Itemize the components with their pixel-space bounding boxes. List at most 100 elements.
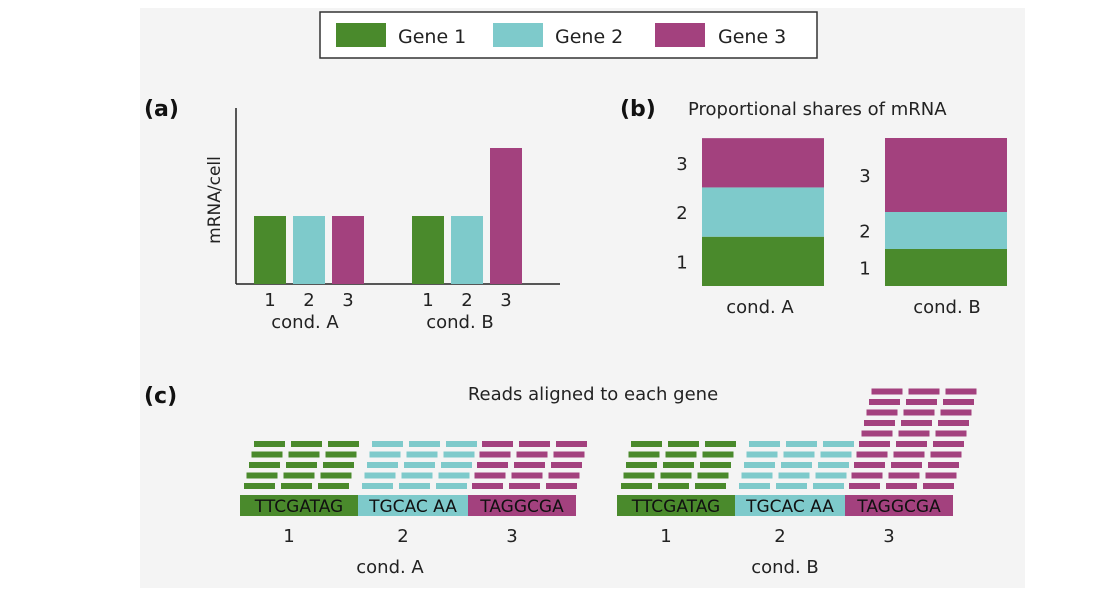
legend-swatch-gene-2 bbox=[493, 23, 543, 47]
read-cond-b-gene-1 bbox=[668, 441, 699, 447]
figure-canvas: Gene 1 Gene 2 Gene 3 (a) mRNA/cell 1 2 3 1 2… bbox=[144, 11, 1007, 578]
read-cond-b-gene-3 bbox=[938, 420, 969, 426]
sequence-text-cond-b-gene-1: TTCGATAG bbox=[631, 497, 720, 517]
read-cond-b-gene-2 bbox=[746, 451, 778, 458]
read-cond-b-gene-3 bbox=[930, 451, 962, 458]
read-cond-b-gene-3 bbox=[871, 388, 903, 395]
read-cond-b-gene-3 bbox=[925, 472, 957, 479]
stack-label-cond-b-gene-2: 2 bbox=[859, 222, 870, 243]
read-cond-b-gene-2 bbox=[744, 462, 775, 468]
gene-tick-cond-b-gene-3: 3 bbox=[883, 526, 894, 547]
read-cond-a-gene-3 bbox=[546, 483, 577, 489]
read-cond-b-gene-2 bbox=[783, 451, 815, 458]
legend-swatch-gene-3 bbox=[655, 23, 705, 47]
read-cond-b-gene-2 bbox=[813, 483, 844, 489]
read-cond-b-gene-3 bbox=[896, 441, 927, 447]
read-cond-a-gene-2 bbox=[443, 451, 475, 458]
stack-label-cond-a-gene-3: 3 bbox=[676, 154, 687, 175]
sequence-cond-a-gene-2 bbox=[358, 495, 468, 516]
sequence-text-cond-b-gene-2: TGCAC AA bbox=[745, 497, 834, 517]
legend: Gene 1 Gene 2 Gene 3 bbox=[319, 11, 818, 59]
read-cond-a-gene-3 bbox=[482, 441, 513, 447]
tick-cond-a-gene-2: 2 bbox=[303, 290, 314, 311]
read-cond-b-gene-3 bbox=[908, 388, 940, 395]
panel-b-title: Proportional shares of mRNA bbox=[688, 99, 947, 120]
legend-label-gene-1: Gene 1 bbox=[398, 26, 466, 48]
read-cond-a-gene-2 bbox=[409, 441, 440, 447]
panel-c-label: (c) bbox=[144, 384, 177, 409]
legend-label-gene-2: Gene 2 bbox=[555, 26, 623, 48]
stack-label-cond-a-gene-1: 1 bbox=[676, 252, 687, 273]
panel-b-cond-b: cond. B bbox=[913, 297, 981, 318]
tick-cond-a-gene-3: 3 bbox=[342, 290, 353, 311]
panel-b-label: (b) bbox=[620, 97, 656, 122]
read-cond-b-gene-1 bbox=[626, 462, 657, 468]
read-cond-a-gene-1 bbox=[320, 472, 352, 479]
read-cond-a-gene-2 bbox=[399, 483, 430, 489]
read-cond-b-gene-3 bbox=[891, 462, 922, 468]
read-cond-a-gene-1 bbox=[291, 441, 322, 447]
gene-tick-cond-b-gene-1: 1 bbox=[660, 526, 671, 547]
read-cond-b-gene-3 bbox=[893, 451, 925, 458]
panel-a-ticks: 1 2 3 1 2 3 bbox=[264, 290, 511, 311]
read-cond-b-gene-3 bbox=[854, 462, 885, 468]
read-cond-a-gene-3 bbox=[519, 441, 550, 447]
gene-tick-cond-b-gene-2: 2 bbox=[774, 526, 785, 547]
panel-a-ylabel: mRNA/cell bbox=[205, 156, 225, 244]
panel-a-bars bbox=[254, 148, 522, 284]
read-cond-a-gene-1 bbox=[286, 462, 317, 468]
read-cond-a-gene-3 bbox=[556, 441, 587, 447]
stack-cond-a-gene-2 bbox=[702, 187, 824, 237]
legend-label-gene-3: Gene 3 bbox=[718, 26, 786, 48]
read-cond-a-gene-2 bbox=[406, 451, 438, 458]
gene-tick-cond-a-gene-1: 1 bbox=[283, 526, 294, 547]
read-cond-b-gene-3 bbox=[864, 420, 895, 426]
read-cond-b-gene-1 bbox=[660, 472, 692, 479]
sequence-cond-a-gene-1 bbox=[240, 495, 358, 516]
read-cond-a-gene-3 bbox=[511, 472, 543, 479]
read-cond-b-gene-3 bbox=[898, 430, 930, 437]
read-cond-b-gene-3 bbox=[933, 441, 964, 447]
read-cond-b-gene-1 bbox=[697, 472, 729, 479]
stack-cond-b-gene-1 bbox=[885, 249, 1007, 286]
read-cond-a-gene-3 bbox=[509, 483, 540, 489]
panel-c-cond-a: cond. A bbox=[356, 557, 424, 578]
stack-cond-b-gene-3 bbox=[885, 138, 1007, 212]
read-cond-a-gene-2 bbox=[436, 483, 467, 489]
read-cond-b-gene-1 bbox=[621, 483, 652, 489]
sequence-cond-b-gene-3 bbox=[845, 495, 953, 516]
stack-label-cond-a-gene-2: 2 bbox=[676, 203, 687, 224]
read-cond-a-gene-1 bbox=[254, 441, 285, 447]
panel-a-cond-b: cond. B bbox=[426, 312, 494, 333]
stack-cond-a-gene-3 bbox=[702, 138, 824, 188]
read-cond-a-gene-3 bbox=[551, 462, 582, 468]
read-cond-b-gene-2 bbox=[818, 462, 849, 468]
tick-cond-b-gene-1: 1 bbox=[422, 290, 433, 311]
read-cond-b-gene-3 bbox=[928, 462, 959, 468]
stack-cond-b-gene-2 bbox=[885, 212, 1007, 249]
read-cond-b-gene-1 bbox=[628, 451, 660, 458]
read-cond-a-gene-3 bbox=[553, 451, 585, 458]
read-cond-b-gene-3 bbox=[943, 399, 974, 405]
read-cond-a-gene-1 bbox=[288, 451, 320, 458]
panel-b: (b) Proportional shares of mRNA 1 2 3 1 2 3 c… bbox=[620, 97, 1007, 318]
read-cond-b-gene-3 bbox=[861, 430, 893, 437]
read-cond-a-gene-1 bbox=[281, 483, 312, 489]
panel-a: (a) mRNA/cell 1 2 3 1 2 3 cond. A cond. B bbox=[144, 97, 560, 333]
read-cond-a-gene-1 bbox=[251, 451, 283, 458]
read-cond-b-gene-3 bbox=[903, 409, 935, 416]
read-cond-a-gene-3 bbox=[477, 462, 508, 468]
read-cond-a-gene-2 bbox=[446, 441, 477, 447]
read-cond-b-gene-2 bbox=[778, 472, 810, 479]
read-cond-a-gene-3 bbox=[479, 451, 511, 458]
read-cond-b-gene-2 bbox=[820, 451, 852, 458]
panel-a-cond-a: cond. A bbox=[271, 312, 339, 333]
sequence-text-cond-a-gene-2: TGCAC AA bbox=[368, 497, 457, 517]
read-cond-b-gene-3 bbox=[849, 483, 880, 489]
panel-a-label: (a) bbox=[144, 97, 179, 122]
bar-cond-a-gene-2 bbox=[293, 216, 325, 284]
read-cond-b-gene-3 bbox=[856, 451, 888, 458]
panel-c-title: Reads aligned to each gene bbox=[468, 384, 718, 405]
read-cond-b-gene-1 bbox=[702, 451, 734, 458]
read-cond-b-gene-3 bbox=[923, 483, 954, 489]
